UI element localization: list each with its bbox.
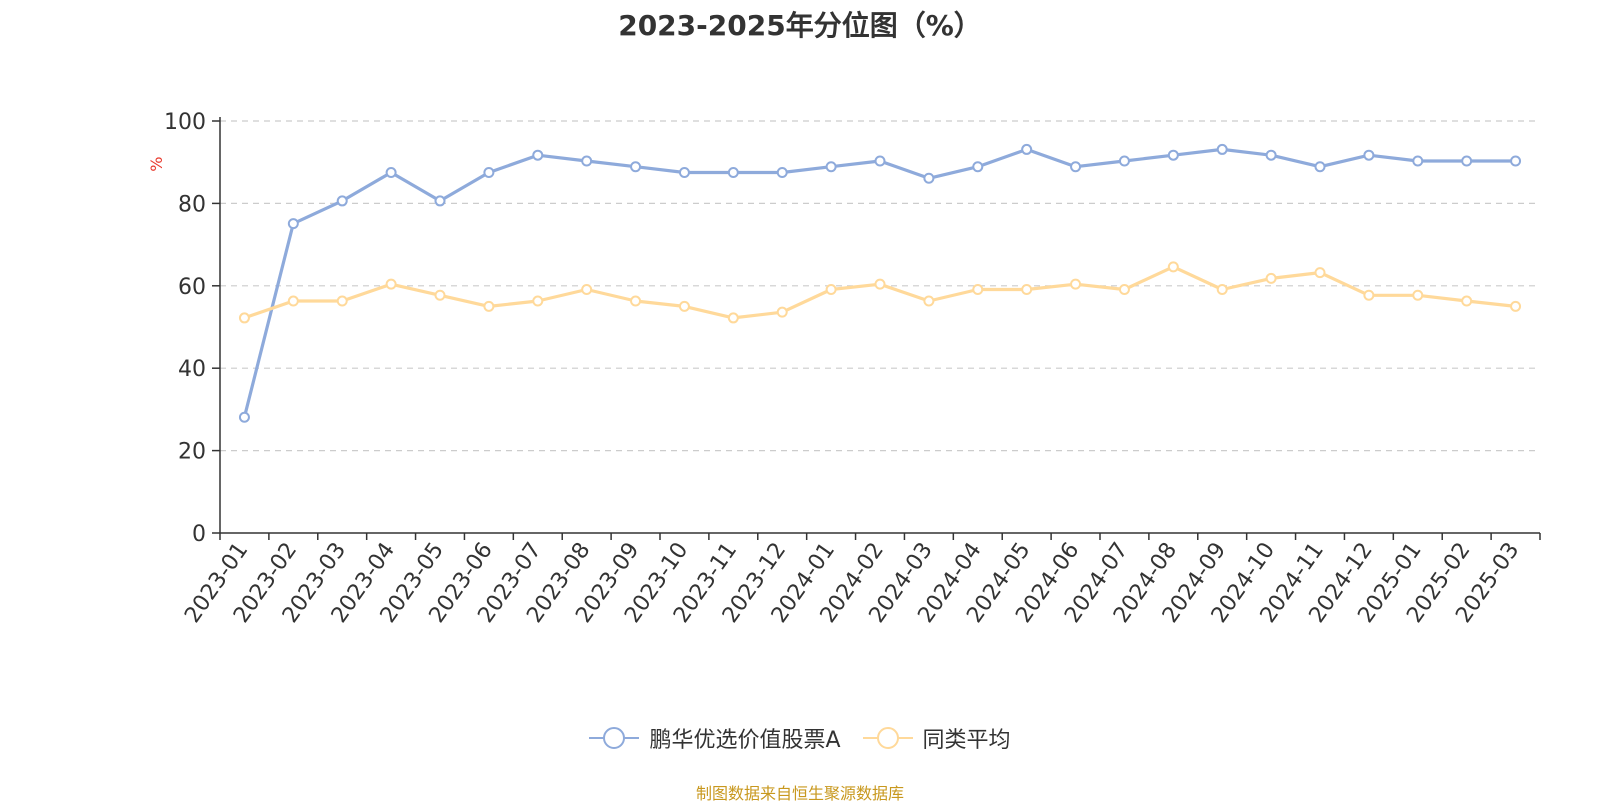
series-2-point-2023-09	[630, 295, 642, 307]
series-1-point-2023-12	[776, 167, 788, 178]
series-2-point-2023-10	[678, 300, 690, 312]
series-lines	[238, 143, 1522, 423]
series-2-point-2023-07	[532, 295, 544, 307]
series-1-point-2024-11	[1314, 161, 1326, 173]
series-1-point-2025-03	[1510, 155, 1522, 167]
chart-title: 2023-2025年分位图（%）	[618, 9, 982, 42]
series-2-point-2023-04	[385, 278, 397, 290]
legend-item-series-1[interactable]: 鹏华优选价值股票A	[589, 722, 841, 754]
series-2-point-2025-02	[1461, 295, 1473, 307]
series-1-point-2024-05	[1021, 143, 1033, 155]
series-1-point-2023-10	[678, 167, 690, 178]
legend-label-series-2: 同类平均	[922, 728, 1011, 753]
y-tick-label-0: 0	[192, 522, 206, 547]
legend-label-series-1: 鹏华优选价值股票A	[649, 728, 841, 753]
series-1-point-2025-01	[1412, 155, 1424, 167]
series-2-point-2024-10	[1265, 272, 1277, 284]
series-2-point-2024-03	[923, 295, 935, 307]
series-2-point-2024-02	[874, 278, 886, 290]
series-2-point-2023-11	[727, 312, 739, 324]
series-1-point-2024-01	[825, 161, 837, 173]
series-2-point-2024-04	[972, 284, 984, 296]
legend-marker-series-1	[589, 727, 640, 749]
legend-item-series-2[interactable]: 同类平均	[862, 722, 1011, 754]
series-1-point-2024-09	[1216, 143, 1228, 155]
series-2-point-2023-02	[287, 295, 299, 307]
series-1-point-2024-07	[1118, 155, 1130, 167]
series-2-point-2024-08	[1167, 261, 1179, 273]
y-tick-label-100: 100	[164, 110, 206, 135]
series-2-point-2023-05	[434, 289, 446, 301]
series-1-point-2023-07	[532, 149, 544, 161]
series-1-point-2023-05	[434, 195, 446, 207]
series-1-point-2023-11	[727, 167, 739, 178]
series-2-point-2024-09	[1216, 284, 1228, 296]
source-note: 制图数据来自恒生聚源数据库	[695, 784, 904, 803]
series-2-point-2025-01	[1412, 289, 1424, 301]
series-2-point-2024-01	[825, 284, 837, 296]
y-tick-label-20: 20	[178, 440, 206, 465]
series-1-point-2024-12	[1363, 149, 1375, 161]
series-1-point-2023-06	[483, 167, 495, 178]
series-2-point-2024-06	[1070, 278, 1082, 290]
series-1-point-2024-08	[1167, 149, 1179, 161]
series-2-point-2025-03	[1510, 300, 1522, 312]
axes	[212, 117, 1541, 540]
series-2-point-2023-12	[776, 306, 788, 318]
series-1-point-2023-08	[581, 155, 593, 167]
series-2-point-2024-12	[1363, 289, 1375, 301]
y-tick-label-40: 40	[178, 357, 206, 382]
series-2-point-2023-03	[336, 295, 348, 307]
series-1-point-2024-03	[923, 172, 935, 184]
series-1-point-2024-04	[972, 161, 984, 173]
legend: 鹏华优选价值股票A 同类平均	[0, 722, 1600, 754]
series-2-point-2024-11	[1314, 267, 1326, 279]
series-2-point-2024-07	[1118, 284, 1130, 296]
series-1-point-2025-02	[1461, 155, 1473, 167]
y-tick-label-60: 60	[178, 275, 206, 300]
y-axis-label: %	[147, 157, 166, 172]
tick-labels: 020406080100%2023-012023-022023-032023-0…	[147, 110, 1524, 628]
series-1-point-2023-01	[238, 411, 250, 423]
series-2-point-2023-06	[483, 300, 495, 312]
series-2-point-2023-01	[238, 312, 250, 324]
series-2-point-2024-05	[1021, 284, 1033, 296]
series-1-point-2023-09	[630, 161, 642, 173]
legend-marker-series-2	[862, 727, 913, 749]
series-1-point-2023-04	[385, 167, 397, 178]
series-1-point-2023-02	[287, 218, 299, 230]
series-1-point-2024-02	[874, 155, 886, 167]
y-tick-label-80: 80	[178, 192, 206, 217]
series-2-point-2023-08	[581, 284, 593, 296]
series-1-point-2024-10	[1265, 149, 1277, 161]
series-1-point-2023-03	[336, 195, 348, 207]
series-1-point-2024-06	[1070, 161, 1082, 173]
